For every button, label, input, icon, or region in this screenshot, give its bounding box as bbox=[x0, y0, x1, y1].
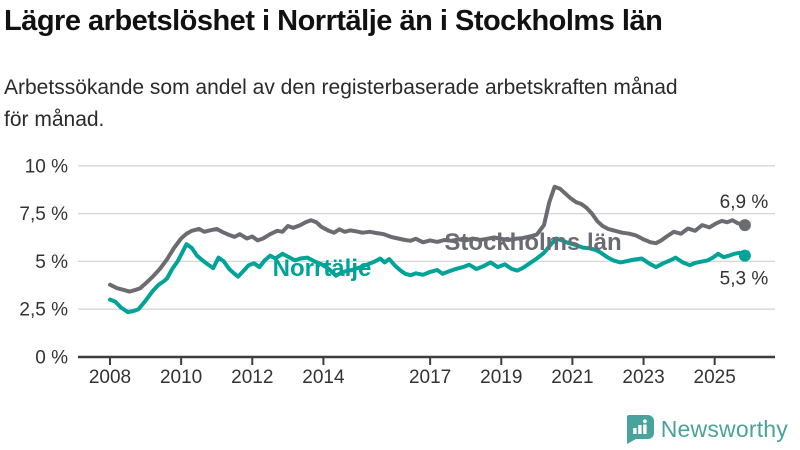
brand-footer: Newsworthy bbox=[626, 413, 788, 445]
logo-bar-small bbox=[632, 427, 637, 434]
logo-bar-medium bbox=[637, 424, 642, 434]
series-labels: Stockholms län Norrtälje bbox=[273, 229, 622, 282]
x-tick-label-2021: 2021 bbox=[551, 367, 593, 388]
x-tick-label-2010: 2010 bbox=[160, 367, 202, 388]
series-label-stockholm: Stockholms län bbox=[444, 229, 621, 256]
axis bbox=[78, 355, 775, 365]
end-dots bbox=[738, 219, 751, 262]
y-tick-label-2.5: 2,5 % bbox=[19, 300, 68, 321]
brand-name: Newsworthy bbox=[660, 415, 788, 442]
tick-labels: 2008 2010 2012 2014 2017 2019 2021 2023 2025 0 % 2… bbox=[19, 156, 735, 388]
page-title: Lägre arbetslöshet i Norrtälje än i Stoc… bbox=[4, 5, 663, 37]
series-end-dot-norrtalje bbox=[738, 249, 751, 262]
subtitle-line-2: för månad. bbox=[4, 108, 105, 131]
logo-dot bbox=[642, 418, 647, 423]
x-tick-label-2025: 2025 bbox=[694, 367, 736, 388]
x-tick-label-2012: 2012 bbox=[231, 367, 273, 388]
series-line-norrtalje bbox=[108, 236, 747, 315]
series-lines bbox=[108, 184, 747, 315]
x-tick-label-2014: 2014 bbox=[302, 367, 345, 388]
chart-area: Stockholms län Norrtälje 6,9 % 5,3 % 2008 2… bbox=[0, 150, 800, 400]
x-tick-label-2023: 2023 bbox=[622, 367, 664, 388]
y-tick-label-5: 5 % bbox=[35, 252, 68, 273]
y-tick-label-0: 0 % bbox=[35, 348, 68, 369]
chart-subtitle: Arbetssökande som andel av den registerb… bbox=[4, 72, 784, 136]
y-tick-label-7.5: 7,5 % bbox=[19, 204, 68, 225]
series-label-norrtalje: Norrtälje bbox=[273, 255, 372, 282]
x-tick-label-2017: 2017 bbox=[409, 367, 451, 388]
end-value-label-norrtalje: 5,3 % bbox=[720, 269, 769, 290]
newsworthy-logo-icon bbox=[626, 414, 654, 444]
y-tick-label-10: 10 % bbox=[25, 156, 68, 177]
x-tick-label-2019: 2019 bbox=[480, 367, 522, 388]
gridlines bbox=[78, 165, 775, 310]
series-line-stockholm bbox=[108, 184, 747, 294]
logo-bar-tall bbox=[642, 424, 647, 434]
x-tick-label-2008: 2008 bbox=[89, 367, 131, 388]
subtitle-line-1: Arbetssökande som andel av den registerb… bbox=[4, 76, 678, 99]
series-end-dot-stockholm bbox=[738, 219, 751, 232]
end-value-labels: 6,9 % 5,3 % bbox=[720, 192, 769, 290]
end-value-label-stockholm: 6,9 % bbox=[720, 192, 769, 213]
